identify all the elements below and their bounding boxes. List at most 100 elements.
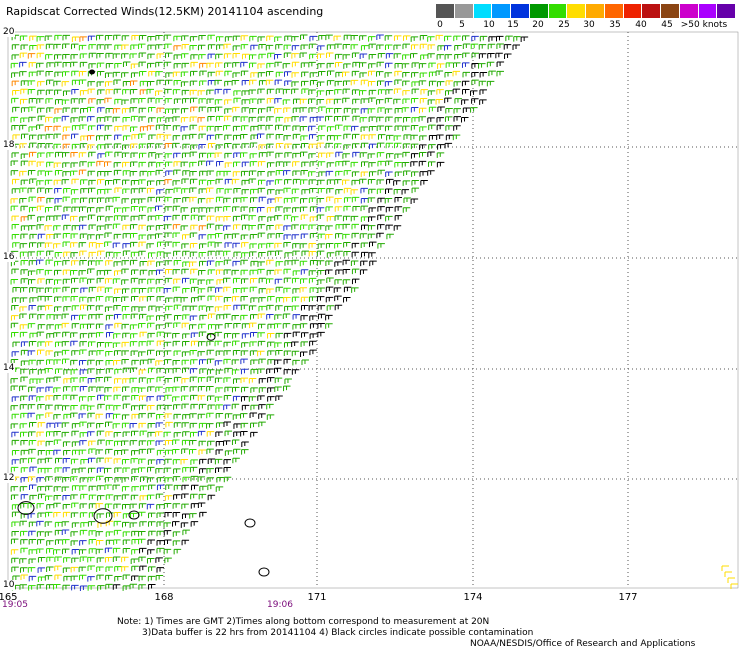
wind-barb — [122, 116, 131, 123]
wind-barb — [130, 44, 138, 51]
wind-barb — [189, 116, 198, 122]
wind-barb — [394, 79, 402, 86]
wind-barb — [156, 459, 164, 465]
wind-barb — [250, 314, 258, 320]
wind-barb — [292, 359, 300, 366]
wind-barb — [139, 485, 148, 491]
wind-barb — [351, 133, 360, 140]
wind-barb — [181, 62, 190, 69]
wind-barb — [428, 80, 437, 87]
wind-barb — [71, 125, 80, 131]
wind-barb — [292, 107, 301, 114]
wind-barb — [71, 305, 80, 311]
wind-barb — [274, 386, 282, 393]
wind-barb — [181, 513, 190, 519]
wind-barb — [224, 134, 232, 141]
wind-barb — [87, 88, 96, 95]
wind-barb — [258, 288, 267, 294]
wind-barb — [61, 349, 70, 356]
wind-barb — [87, 297, 95, 303]
wind-barb — [173, 413, 182, 420]
wind-barb — [71, 314, 79, 321]
wind-barb — [206, 376, 215, 383]
wind-barb — [113, 405, 121, 411]
wind-barb — [173, 422, 182, 428]
wind-barb — [105, 531, 114, 537]
wind-barb — [377, 214, 385, 221]
wind-barb — [309, 233, 318, 239]
wind-barb — [258, 413, 266, 419]
wind-barb — [267, 323, 275, 330]
wind-barb — [351, 268, 360, 275]
wind-barb — [121, 341, 130, 348]
wind-barb — [146, 81, 155, 87]
wind-barb — [62, 269, 71, 276]
wind-barb — [258, 243, 266, 249]
wind-barb — [385, 224, 393, 231]
wind-barb — [342, 54, 351, 60]
wind-barb — [96, 225, 105, 231]
wind-barb — [274, 377, 283, 384]
wind-barb — [215, 295, 223, 302]
wind-barb — [257, 36, 266, 42]
wind-barb — [19, 124, 27, 131]
wind-barb — [368, 171, 377, 177]
wind-barb — [284, 378, 292, 384]
wind-barb — [54, 279, 62, 285]
wind-barb — [266, 98, 275, 104]
wind-barb — [232, 414, 241, 420]
wind-barb — [241, 449, 249, 455]
wind-barb — [79, 540, 87, 546]
wind-barb — [223, 377, 231, 383]
wind-barb — [139, 565, 147, 572]
wind-barb — [104, 421, 113, 428]
wind-barb — [333, 287, 342, 293]
wind-barb — [318, 171, 326, 177]
wind-barb — [724, 571, 732, 577]
wind-barb — [96, 467, 105, 473]
wind-barb — [19, 35, 28, 42]
wind-barb — [121, 422, 130, 429]
wind-barb — [172, 142, 180, 149]
wind-barb — [20, 439, 28, 446]
wind-barb — [318, 106, 326, 113]
wind-barb — [275, 71, 284, 78]
wind-barb — [87, 135, 95, 141]
wind-barb — [122, 531, 131, 537]
wind-barb — [265, 70, 274, 77]
wind-barb — [471, 79, 479, 86]
wind-barb — [452, 134, 461, 141]
wind-barb — [63, 369, 71, 375]
wind-barb — [198, 125, 207, 132]
wind-barb — [453, 62, 461, 68]
note-line-1: Note: 1) Times are GMT 2)Times along bot… — [117, 617, 490, 627]
wind-barb — [113, 88, 122, 95]
wind-barb — [368, 126, 377, 132]
wind-barb — [461, 99, 469, 105]
wind-barb — [139, 70, 147, 77]
wind-barb — [198, 305, 207, 312]
wind-barb — [29, 134, 37, 141]
wind-barb — [343, 170, 352, 176]
wind-barb — [283, 287, 291, 294]
wind-barb — [114, 566, 122, 572]
wind-barb — [114, 207, 122, 213]
wind-barb — [334, 43, 342, 50]
wind-barb — [10, 466, 19, 473]
wind-barb — [104, 125, 113, 131]
wind-barb — [71, 277, 79, 284]
wind-barb — [156, 296, 165, 302]
wind-barb — [360, 98, 369, 104]
wind-barb — [173, 468, 181, 474]
wind-barb — [224, 178, 233, 185]
wind-barb — [97, 403, 105, 410]
wind-barb — [95, 234, 104, 240]
wind-barb — [148, 70, 156, 77]
wind-barb — [165, 79, 173, 86]
wind-barb — [250, 125, 258, 132]
wind-barb — [28, 395, 37, 401]
wind-barb — [335, 224, 343, 230]
wind-barb — [130, 215, 139, 222]
wind-barb — [54, 467, 63, 473]
wind-barb — [300, 269, 309, 275]
